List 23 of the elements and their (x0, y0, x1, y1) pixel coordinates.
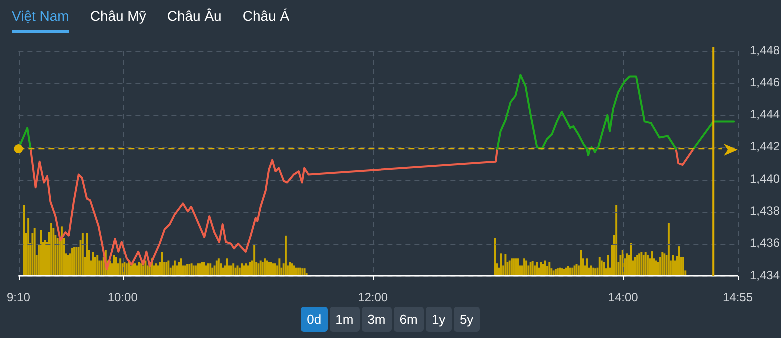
x-tick-label: 14:00 (608, 290, 639, 305)
text: 3m (362, 307, 392, 332)
text: Việt Nam (12, 6, 70, 33)
y-tick-label: 1,438 (750, 204, 780, 218)
x-tick-label: 9:10 (7, 290, 31, 305)
x-tick-label: 10:00 (108, 290, 138, 305)
x-tick-label: 12:00 (358, 290, 388, 305)
y-tick-label: 1,440 (750, 172, 780, 186)
y-tick-label: 1,442 (750, 140, 780, 154)
text: 5y (454, 307, 480, 332)
text: 1y (426, 307, 452, 332)
text: Châu Âu (167, 7, 222, 26)
y-tick-label: 1,446 (750, 75, 780, 90)
y-tick-label: 1,444 (750, 108, 780, 122)
y-tick-label: 1,436 (750, 236, 780, 250)
text: Châu Á (242, 7, 290, 26)
text: 6m (394, 307, 424, 332)
text: 0d (301, 307, 328, 332)
text: Châu Mỹ (90, 7, 146, 26)
x-tick-label: 14:55 (722, 290, 754, 305)
y-tick-label: 1,448 (750, 43, 780, 58)
text: 1m (330, 307, 360, 332)
y-tick-label: 1,434 (750, 268, 780, 282)
